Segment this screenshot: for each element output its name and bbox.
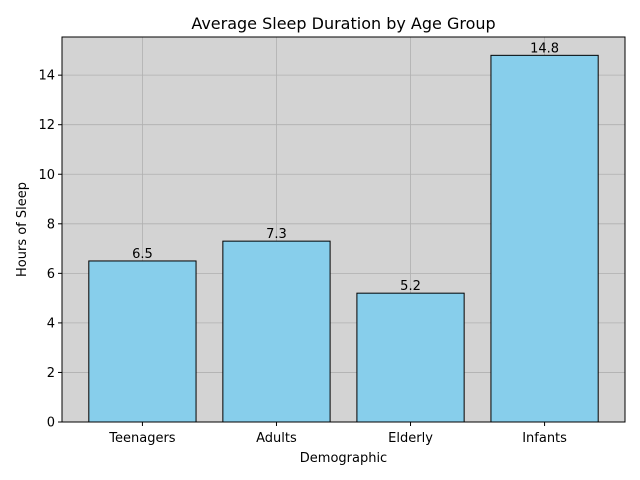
x-axis-label: Demographic — [300, 451, 387, 466]
plot-frame — [61, 36, 626, 423]
y-tick-label: 10 — [38, 168, 55, 183]
y-tick-label: 0 — [47, 416, 55, 431]
data-label-adults: 7.3 — [266, 227, 287, 242]
chart-title: Average Sleep Duration by Age Group — [191, 14, 495, 33]
bar-adults — [222, 240, 331, 423]
y-axis-ticks: 0 2 4 6 8 10 12 14 — [38, 69, 62, 431]
x-tick-label: Elderly — [388, 431, 433, 446]
bars — [88, 54, 599, 423]
y-tick-label: 12 — [38, 118, 55, 133]
data-labels: 6.5 7.3 5.2 14.8 — [132, 41, 559, 294]
x-tick-label: Adults — [256, 431, 297, 446]
data-label-elderly: 5.2 — [400, 279, 421, 294]
y-tick-label: 14 — [38, 69, 55, 84]
y-tick-label: 6 — [47, 267, 55, 282]
data-label-infants: 14.8 — [530, 41, 559, 56]
y-tick-label: 2 — [47, 366, 55, 381]
x-tick-label: Infants — [522, 431, 567, 446]
x-tick-label: Teenagers — [108, 431, 176, 446]
y-tick-label: 8 — [47, 217, 55, 232]
x-axis-ticks: Teenagers Adults Elderly Infants — [108, 422, 567, 446]
bar-infants — [490, 54, 599, 423]
bar-teenagers — [88, 260, 197, 423]
y-axis-label: Hours of Sleep — [15, 182, 30, 277]
bar-elderly — [356, 292, 465, 423]
data-label-teenagers: 6.5 — [132, 247, 153, 262]
y-tick-label: 4 — [47, 316, 55, 331]
